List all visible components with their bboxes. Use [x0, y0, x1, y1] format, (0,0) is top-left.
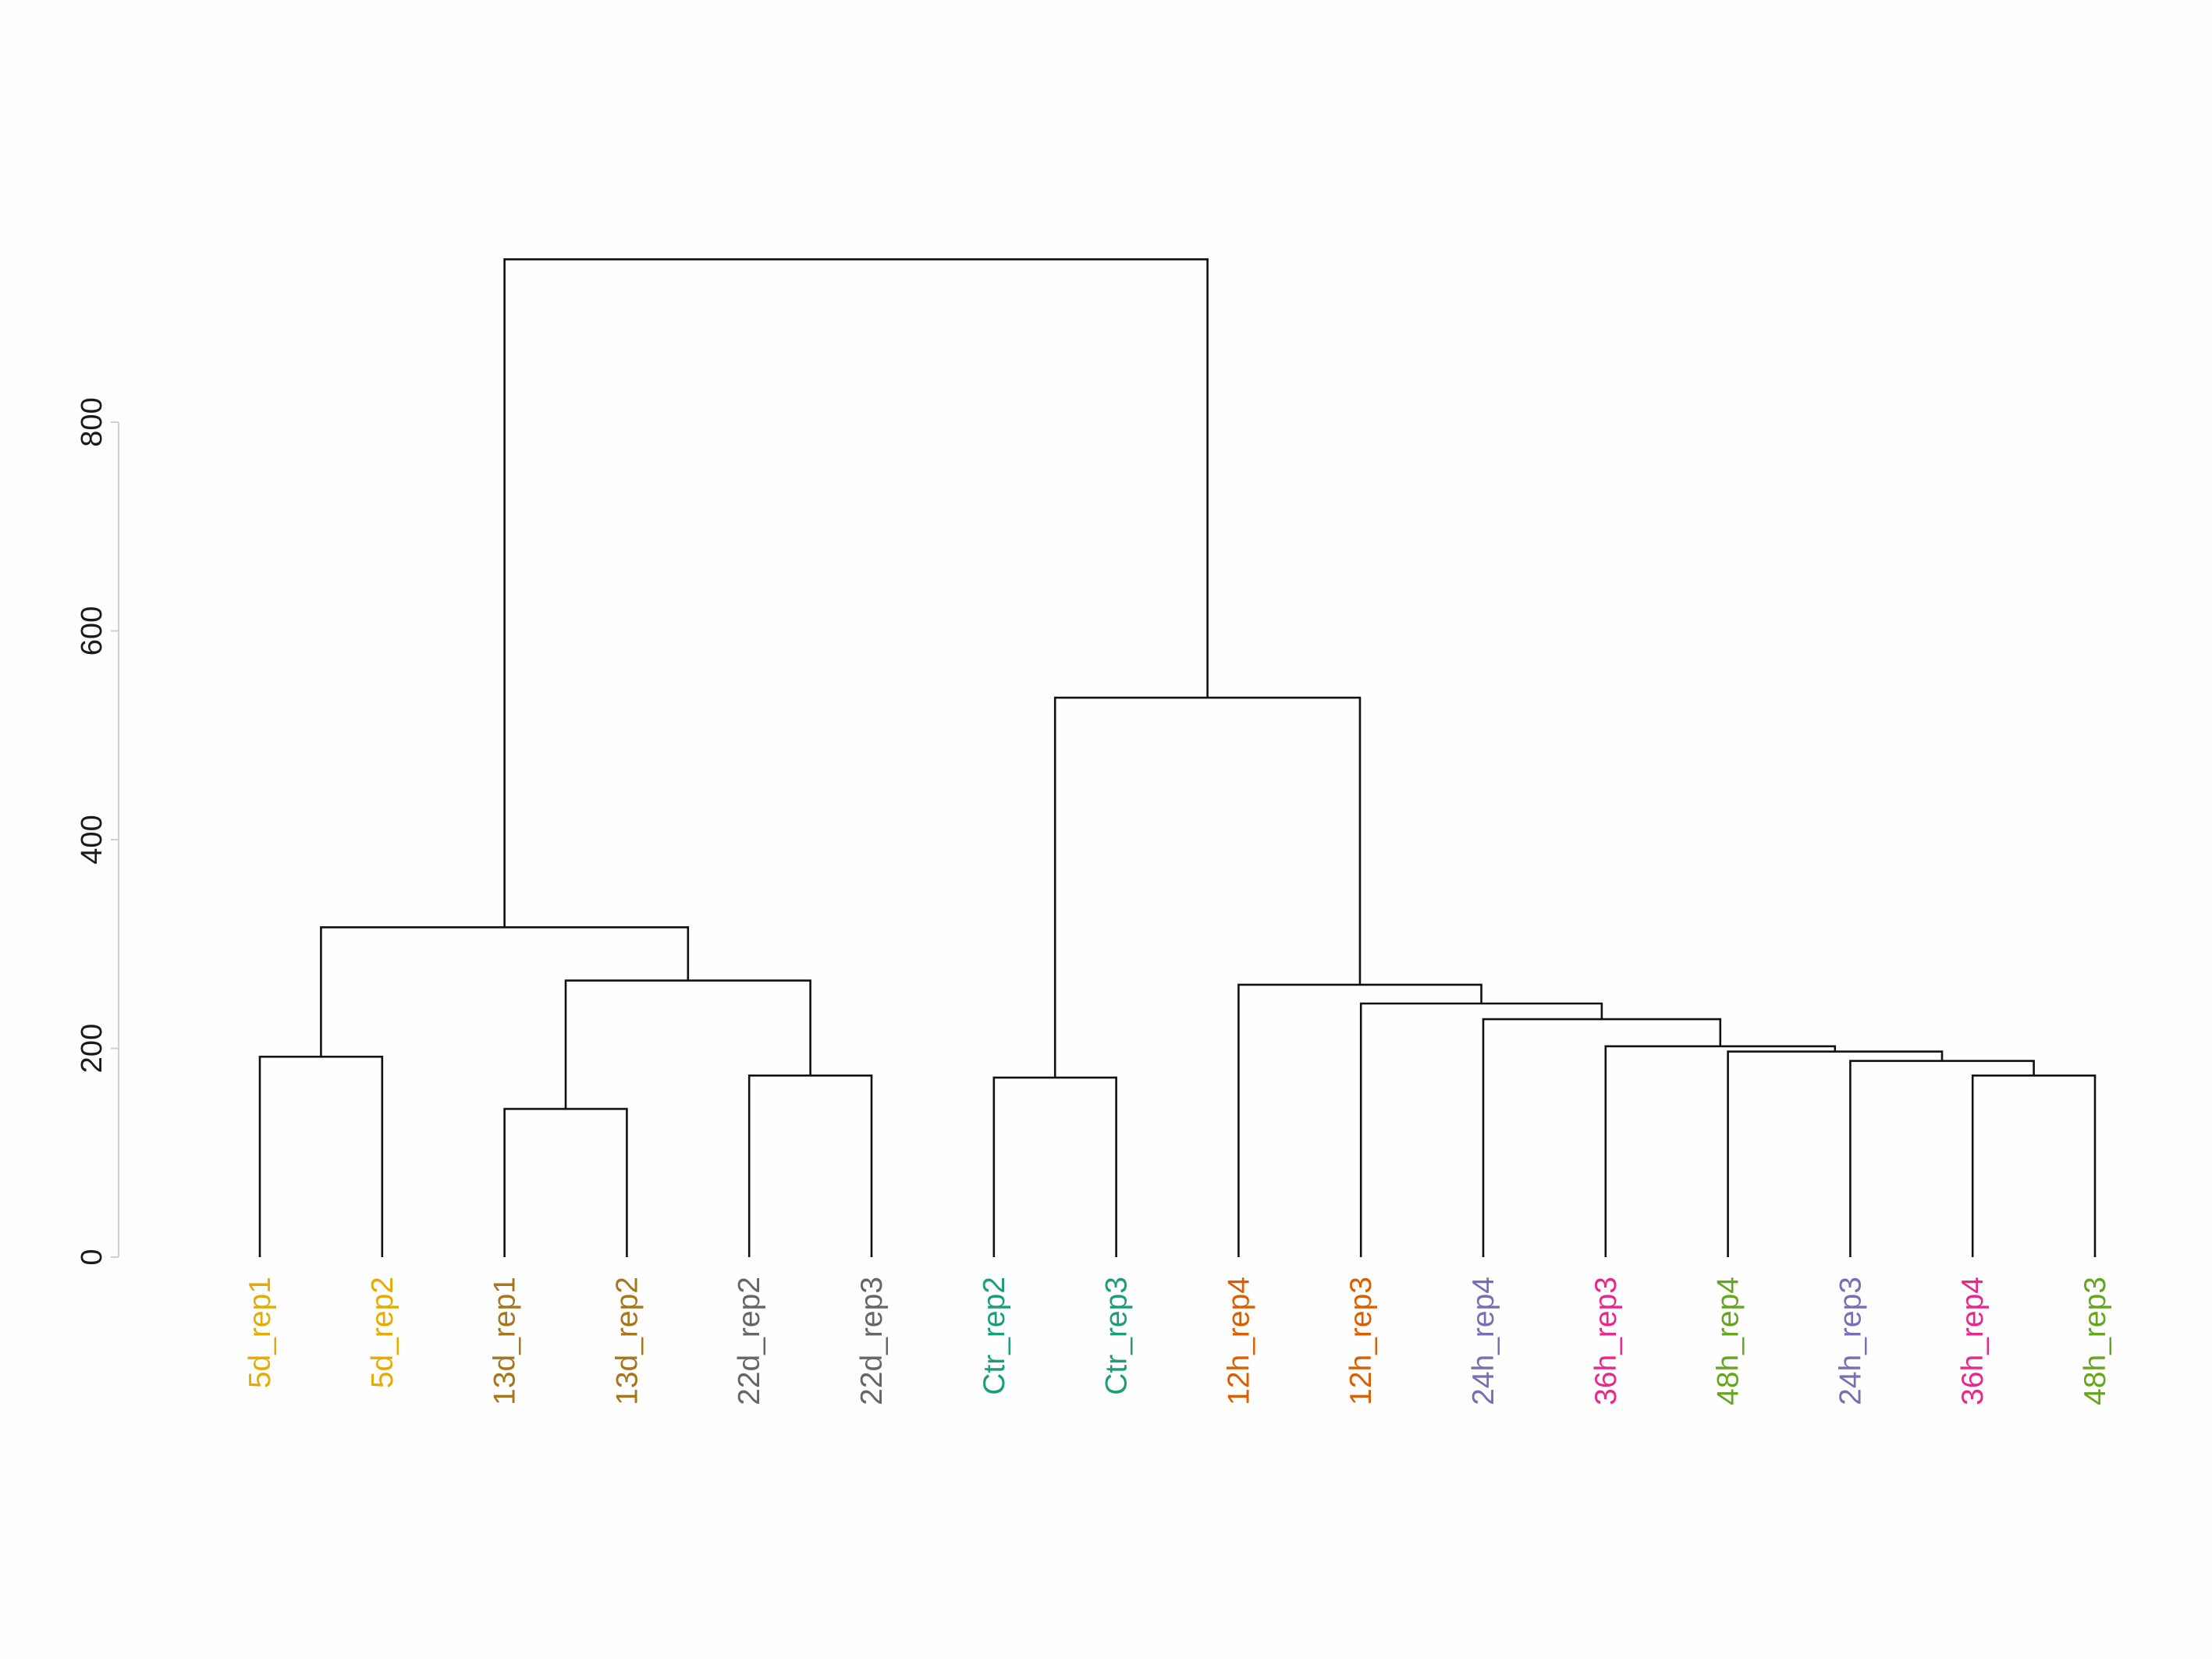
leaf-label: 22d_rep3 — [855, 1277, 889, 1405]
dendrogram-merge-9 — [1604, 1045, 1837, 1257]
dendrogram-merge-8 — [1727, 1050, 1944, 1257]
dendrogram-merge-2 — [747, 1074, 873, 1257]
leaf-label: Ctr_rep3 — [1100, 1277, 1134, 1395]
dendrogram-merge-0 — [258, 1055, 384, 1257]
leaf-label: 36h_rep4 — [1956, 1277, 1990, 1405]
leaf-label: 5d_rep2 — [366, 1277, 399, 1388]
dendrogram-merge-3 — [564, 979, 811, 1110]
leaf-label: 12h_rep3 — [1344, 1277, 1378, 1405]
y-axis: 0 200 400 600 800 — [76, 397, 119, 1266]
y-tick-label: 400 — [76, 815, 108, 864]
dendrogram-merge-13 — [1053, 696, 1362, 1078]
dendrogram-merge-4 — [320, 926, 690, 1057]
dendrogram-branches — [258, 258, 2097, 1257]
leaf-label: 22d_rep2 — [733, 1277, 766, 1405]
dendrogram-merge-7 — [1849, 1060, 2035, 1257]
leaf-label: 24h_rep3 — [1834, 1277, 1867, 1405]
dendrogram-merge-6 — [1971, 1074, 2097, 1257]
dendrogram-merge-14 — [503, 258, 1209, 928]
dendrogram-merge-11 — [1359, 1002, 1603, 1257]
y-tick-label: 200 — [76, 1024, 108, 1073]
y-tick-label: 0 — [76, 1249, 108, 1265]
leaf-label: 24h_rep4 — [1467, 1277, 1500, 1405]
leaf-label: 48h_rep4 — [1712, 1277, 1745, 1405]
leaf-label: Ctr_rep2 — [978, 1277, 1011, 1395]
leaf-label: 12h_rep4 — [1222, 1277, 1255, 1405]
dendrogram-merge-5 — [992, 1076, 1117, 1257]
leaf-label: 5d_rep1 — [243, 1277, 277, 1388]
dendrogram-merge-10 — [1482, 1018, 1722, 1257]
leaf-label: 48h_rep3 — [2079, 1277, 2112, 1405]
leaf-label: 13d_rep2 — [610, 1277, 644, 1405]
leaf-labels: 5d_rep1 5d_rep2 13d_rep1 13d_rep2 22d_rep2 22… — [243, 1277, 2112, 1405]
y-tick-label: 800 — [76, 397, 108, 446]
leaf-label: 13d_rep1 — [488, 1277, 522, 1405]
leaf-label: 36h_rep3 — [1589, 1277, 1623, 1405]
dendrogram-merge-1 — [503, 1107, 628, 1257]
y-tick-label: 600 — [76, 606, 108, 655]
